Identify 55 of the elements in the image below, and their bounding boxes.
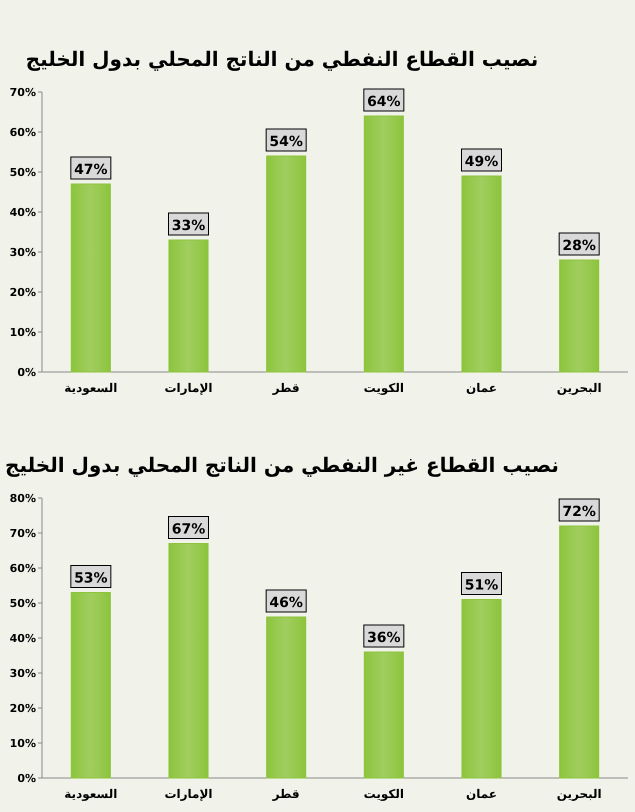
data-label: 54% bbox=[269, 134, 303, 150]
bar bbox=[364, 652, 404, 778]
y-tick-label: 20% bbox=[10, 702, 36, 715]
x-tick-label: قطر bbox=[272, 787, 300, 801]
bar bbox=[168, 543, 209, 778]
y-tick-label: 80% bbox=[10, 492, 36, 505]
y-tick-label: 40% bbox=[10, 632, 36, 645]
data-label: 47% bbox=[74, 162, 108, 178]
data-label: 36% bbox=[367, 630, 401, 646]
data-label: 51% bbox=[464, 578, 498, 594]
data-label: 67% bbox=[172, 522, 206, 538]
data-label: 72% bbox=[562, 504, 596, 520]
x-tick-label: عمان bbox=[466, 787, 497, 801]
bar bbox=[461, 176, 502, 372]
y-tick-label: 10% bbox=[10, 737, 36, 750]
y-tick-label: 20% bbox=[10, 286, 36, 299]
bar bbox=[364, 116, 404, 372]
x-tick-label: الكويت bbox=[364, 381, 404, 395]
bar bbox=[266, 156, 306, 372]
x-tick-label: البحرين bbox=[556, 787, 602, 801]
chart-title: نصيب القطاع غير النفطي من الناتج المحلي بدول الخليج bbox=[5, 453, 559, 477]
x-tick-label: السعودية bbox=[64, 381, 118, 395]
y-tick-label: 30% bbox=[10, 246, 36, 259]
x-tick-label: الكويت bbox=[364, 787, 404, 801]
y-tick-label: 40% bbox=[10, 206, 36, 219]
data-label: 28% bbox=[562, 238, 596, 254]
x-tick-label: الإمارات bbox=[164, 787, 213, 801]
bar bbox=[461, 599, 502, 778]
data-label: 46% bbox=[269, 595, 303, 611]
y-tick-label: 70% bbox=[10, 86, 36, 99]
bar bbox=[559, 526, 600, 778]
x-tick-label: قطر bbox=[272, 381, 300, 395]
bar bbox=[559, 260, 600, 372]
x-tick-label: عمان bbox=[466, 381, 497, 395]
y-tick-label: 70% bbox=[10, 527, 36, 540]
data-label: 64% bbox=[367, 94, 401, 110]
bar bbox=[70, 184, 111, 372]
x-tick-label: الإمارات bbox=[164, 381, 213, 395]
y-tick-label: 0% bbox=[17, 366, 36, 379]
data-label: 49% bbox=[464, 154, 498, 170]
chart-title: نصيب القطاع النفطي من الناتج المحلي بدول الخليج bbox=[26, 47, 538, 71]
bar bbox=[168, 240, 209, 372]
x-tick-label: البحرين bbox=[556, 381, 602, 395]
y-tick-label: 10% bbox=[10, 326, 36, 339]
y-tick-label: 30% bbox=[10, 667, 36, 680]
data-label: 33% bbox=[172, 218, 206, 234]
y-tick-label: 60% bbox=[10, 562, 36, 575]
data-label: 53% bbox=[74, 570, 108, 586]
y-tick-label: 50% bbox=[10, 166, 36, 179]
bar bbox=[266, 616, 306, 778]
y-tick-label: 60% bbox=[10, 126, 36, 139]
y-tick-label: 50% bbox=[10, 597, 36, 610]
bar bbox=[70, 592, 111, 778]
y-tick-label: 0% bbox=[17, 772, 36, 785]
x-tick-label: السعودية bbox=[64, 787, 118, 801]
